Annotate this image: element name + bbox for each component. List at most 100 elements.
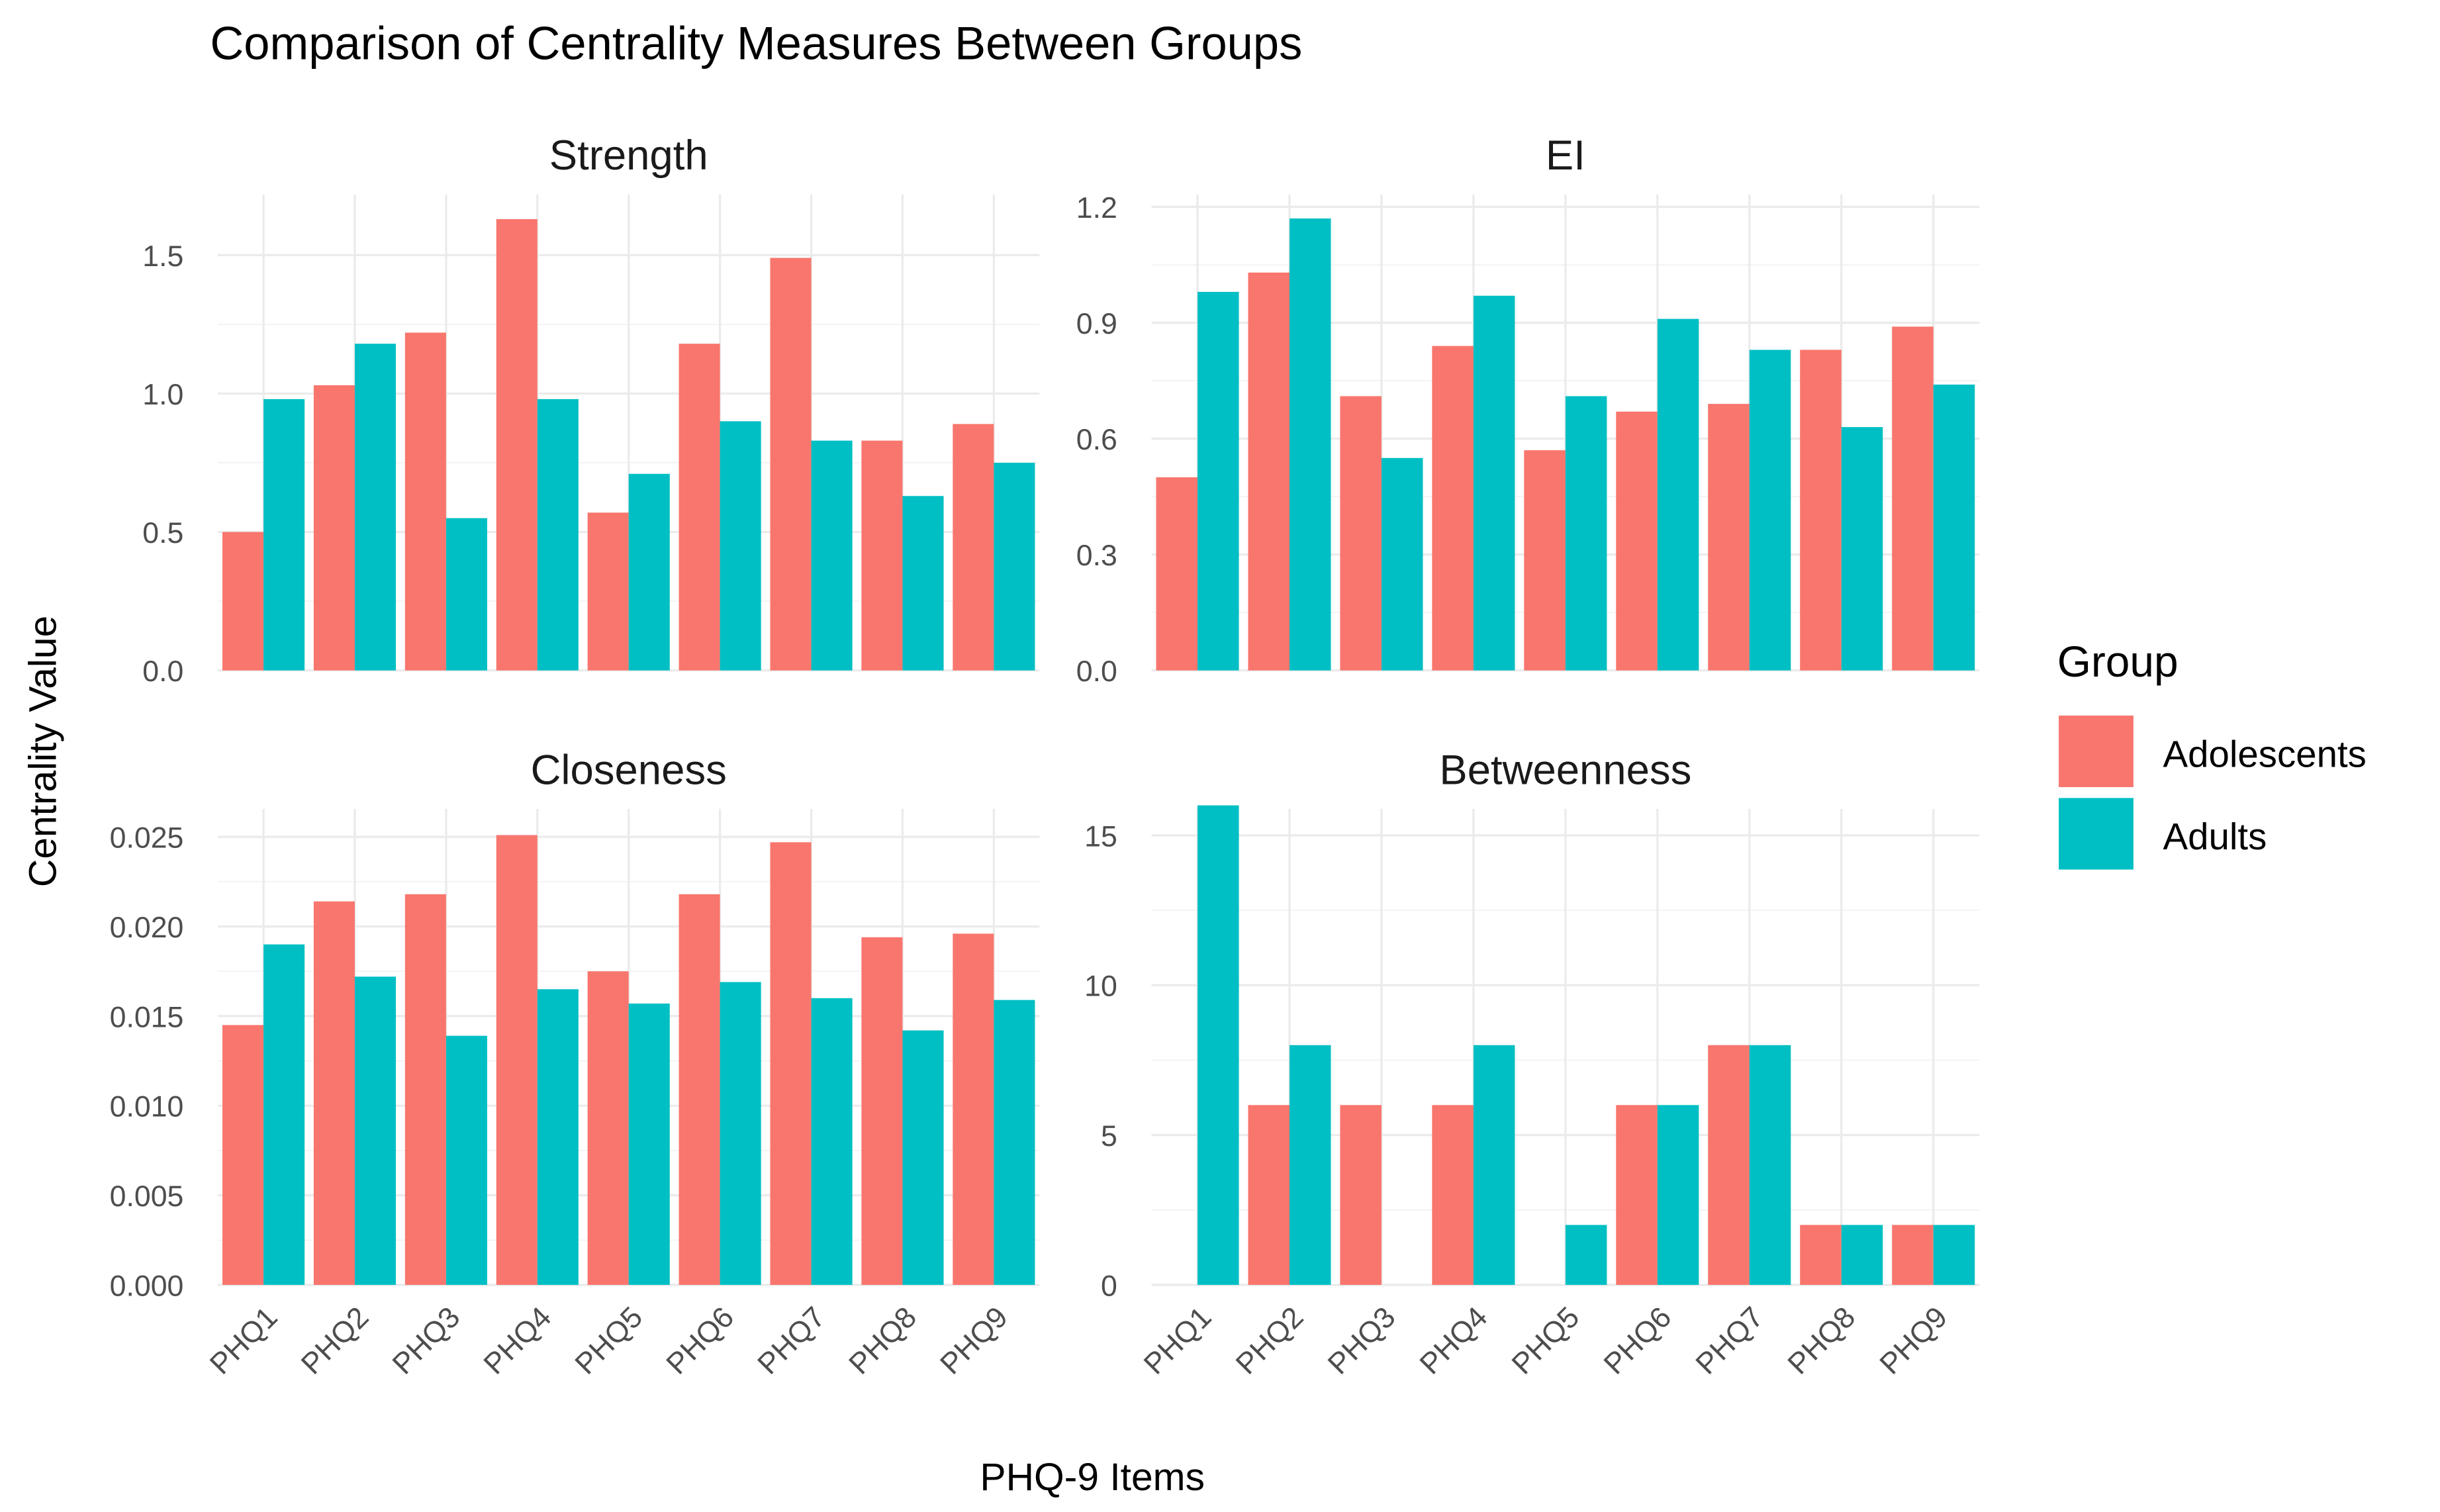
bar-adults-phq5 xyxy=(628,1003,670,1285)
chart-title: Comparison of Centrality Measures Betwee… xyxy=(210,17,1302,69)
y-tick-label: 5 xyxy=(1101,1120,1117,1153)
bar-adolescents-phq2 xyxy=(1248,1105,1290,1285)
x-tick-label: PHQ3 xyxy=(387,1301,467,1381)
bar-adolescents-phq1 xyxy=(222,1025,264,1285)
bar-adolescents-phq2 xyxy=(313,385,355,671)
bar-adolescents-phq6 xyxy=(679,894,720,1285)
bar-adolescents-phq8 xyxy=(861,937,903,1285)
x-tick-label: PHQ2 xyxy=(295,1301,375,1381)
bar-adolescents-phq4 xyxy=(1432,1105,1474,1285)
bar-adults-phq8 xyxy=(1841,1225,1883,1285)
bar-adolescents-phq7 xyxy=(770,258,812,671)
bar-adults-phq4 xyxy=(537,989,579,1285)
bar-adolescents-phq3 xyxy=(1340,396,1382,671)
y-tick-label: 0.3 xyxy=(1076,540,1117,572)
bar-adolescents-phq4 xyxy=(496,218,538,671)
legend-label-adolescents: Adolescents xyxy=(2163,733,2367,775)
bar-adolescents-phq4 xyxy=(496,835,538,1285)
bar-adults-phq7 xyxy=(811,440,853,671)
bar-adults-phq2 xyxy=(1290,218,1331,671)
y-tick-label: 0.5 xyxy=(142,517,183,549)
bar-adults-phq5 xyxy=(1565,396,1607,671)
x-tick-label: PHQ5 xyxy=(569,1301,649,1381)
bar-adolescents-phq6 xyxy=(679,344,720,671)
y-tick-label: 0.0 xyxy=(1076,655,1117,688)
bar-adolescents-phq9 xyxy=(1892,1225,1934,1285)
panel-closeness: 0.000 0.005 0.010 0.015 0.020 0.025 Closeness P… xyxy=(110,747,1040,1381)
y-tick-label: 0 xyxy=(1101,1270,1117,1302)
bar-adults-phq7 xyxy=(811,998,853,1285)
bar-adults-phq3 xyxy=(446,1035,487,1285)
x-tick-label: PHQ1 xyxy=(1138,1301,1218,1381)
bar-adults-phq5 xyxy=(628,473,670,671)
bar-adults-phq1 xyxy=(263,399,305,671)
bar-adolescents-phq9 xyxy=(953,424,994,671)
bar-adolescents-phq7 xyxy=(1708,1045,1750,1285)
y-tick-label: 1.0 xyxy=(142,379,183,411)
bar-adolescents-phq7 xyxy=(770,842,812,1285)
y-tick-label: 0.0 xyxy=(142,655,183,688)
bar-adults-phq9 xyxy=(1933,384,1975,671)
bar-adults-phq8 xyxy=(902,496,944,671)
y-axis-title: Centrality Value xyxy=(22,616,65,887)
bar-adults-phq6 xyxy=(1657,1105,1699,1285)
bar-adults-phq1 xyxy=(1197,805,1239,1285)
bar-adolescents-phq2 xyxy=(1248,272,1290,671)
x-tick-label: PHQ6 xyxy=(661,1301,741,1381)
bar-adults-phq6 xyxy=(720,982,761,1285)
bar-adolescents-phq7 xyxy=(1708,404,1750,671)
bar-adolescents-phq2 xyxy=(313,901,355,1285)
bar-adults-phq4 xyxy=(1473,1045,1515,1285)
bar-adolescents-phq1 xyxy=(222,532,264,671)
bar-adults-phq8 xyxy=(902,1030,944,1285)
y-tick-label: 0.020 xyxy=(110,912,184,944)
bar-adolescents-phq3 xyxy=(404,894,446,1285)
bar-adults-phq4 xyxy=(537,399,579,671)
legend: Group Adolescents Adults xyxy=(2057,637,2367,870)
bar-adolescents-phq9 xyxy=(953,933,994,1285)
bar-adolescents-phq6 xyxy=(1616,1105,1658,1285)
facet-title: EI xyxy=(1546,132,1585,179)
bar-adults-phq5 xyxy=(1565,1225,1607,1285)
x-tick-label: PHQ4 xyxy=(1414,1301,1494,1381)
bar-adolescents-phq1 xyxy=(1156,477,1198,671)
y-tick-label: 0.015 xyxy=(110,1001,184,1033)
y-tick-label: 10 xyxy=(1084,970,1117,1003)
y-tick-label: 0.000 xyxy=(110,1270,184,1302)
y-tick-label: 0.6 xyxy=(1076,424,1117,456)
facet-title: Strength xyxy=(549,132,708,179)
panel-ei: 0.0 0.3 0.6 0.9 1.2 EI xyxy=(1076,132,1980,688)
facet-title: Closeness xyxy=(531,747,727,793)
bar-adolescents-phq3 xyxy=(1340,1105,1382,1285)
x-tick-label: PHQ8 xyxy=(1782,1301,1862,1381)
bar-adults-phq9 xyxy=(994,1000,1035,1285)
x-tick-label: PHQ9 xyxy=(1874,1301,1954,1381)
bar-adolescents-phq8 xyxy=(1800,1225,1842,1285)
bar-adults-phq1 xyxy=(1197,291,1239,671)
panel-strength: 0.0 0.5 1.0 1.5 Strength xyxy=(142,132,1040,688)
bar-adults-phq2 xyxy=(354,976,397,1285)
bar-adolescents-phq3 xyxy=(404,332,446,671)
bar-adults-phq7 xyxy=(1749,350,1791,671)
facet-panels: 0.00.51.01.5Strength0.00.30.60.91.2EI0.0… xyxy=(110,132,1980,1381)
bar-adults-phq3 xyxy=(446,518,487,671)
y-tick-label: 0.005 xyxy=(110,1180,184,1213)
bar-adolescents-phq8 xyxy=(1800,350,1842,671)
x-tick-label: PHQ1 xyxy=(204,1301,284,1381)
bar-adults-phq7 xyxy=(1749,1045,1791,1285)
bar-adults-phq9 xyxy=(994,463,1035,671)
y-tick-label: 0.9 xyxy=(1076,308,1117,340)
bar-adults-phq6 xyxy=(1657,318,1699,671)
x-axis-title: PHQ-9 Items xyxy=(980,1456,1205,1499)
bar-adolescents-phq5 xyxy=(587,512,629,671)
bar-adults-phq4 xyxy=(1473,295,1515,671)
bar-adolescents-phq5 xyxy=(1524,450,1566,671)
x-tick-label: PHQ7 xyxy=(1690,1301,1770,1381)
bar-adults-phq6 xyxy=(720,421,761,671)
x-tick-label: PHQ6 xyxy=(1598,1301,1678,1381)
x-tick-label: PHQ5 xyxy=(1506,1301,1586,1381)
x-tick-label: PHQ2 xyxy=(1230,1301,1310,1381)
x-tick-label: PHQ8 xyxy=(843,1301,923,1381)
